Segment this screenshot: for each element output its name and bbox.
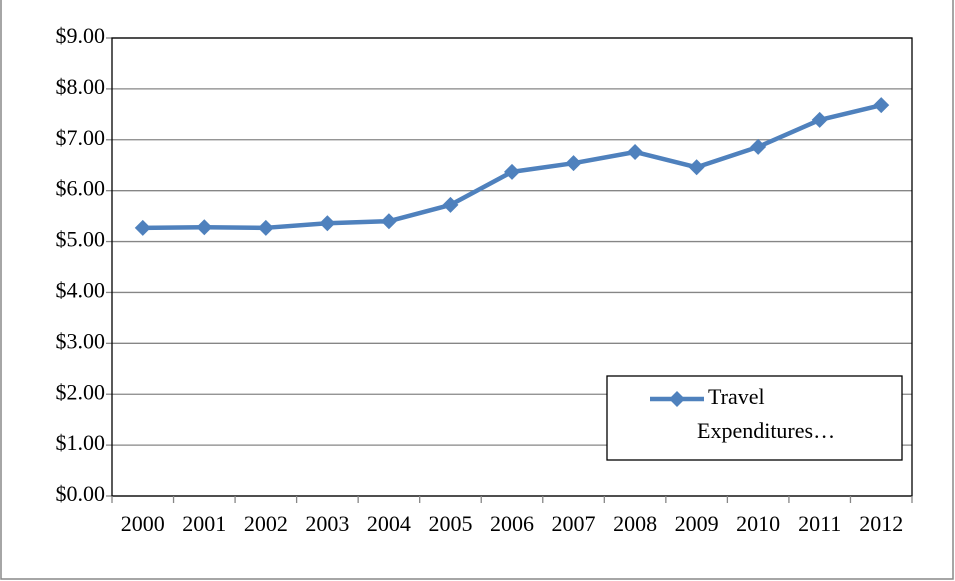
point-marker bbox=[811, 111, 828, 128]
y-tick-label: $5.00 bbox=[56, 227, 106, 252]
x-tick-label: 2002 bbox=[244, 511, 288, 536]
x-tick-label: 2008 bbox=[613, 511, 657, 536]
x-tick-label: 2004 bbox=[367, 511, 411, 536]
x-tick-label: 2005 bbox=[428, 511, 472, 536]
legend-label-line: Expenditures… bbox=[697, 418, 835, 443]
point-marker bbox=[442, 196, 459, 213]
x-tick-label: 2009 bbox=[675, 511, 719, 536]
x-tick-label: 2003 bbox=[305, 511, 349, 536]
y-tick-label: $6.00 bbox=[56, 176, 106, 201]
x-tick-label: 2006 bbox=[490, 511, 534, 536]
y-tick-label: $1.00 bbox=[56, 430, 106, 455]
y-tick-label: $8.00 bbox=[56, 74, 106, 99]
legend-label-line: Travel bbox=[708, 384, 770, 409]
x-tick-label: 2007 bbox=[552, 511, 596, 536]
x-tick-label: 2001 bbox=[182, 511, 226, 536]
y-tick-label: $2.00 bbox=[56, 379, 106, 404]
y-tick-label: $4.00 bbox=[56, 277, 106, 302]
point-marker bbox=[319, 215, 336, 232]
x-tick-label: 2010 bbox=[736, 511, 780, 536]
point-marker bbox=[380, 213, 397, 230]
y-tick-label: $3.00 bbox=[56, 328, 106, 353]
legend-marker bbox=[669, 391, 685, 407]
plot-area bbox=[111, 37, 913, 497]
point-marker bbox=[504, 163, 520, 180]
point-marker bbox=[257, 219, 274, 236]
y-tick-label: $9.00 bbox=[56, 23, 106, 48]
point-marker bbox=[688, 159, 705, 176]
point-marker bbox=[134, 219, 151, 236]
y-tick-label: $7.00 bbox=[56, 125, 106, 150]
x-tick-label: 2012 bbox=[859, 511, 903, 536]
x-tick-label: 2011 bbox=[798, 511, 841, 536]
y-tick-label: $0.00 bbox=[56, 481, 106, 506]
point-marker bbox=[565, 155, 582, 172]
legend-label: Travel Expenditures… bbox=[697, 384, 835, 443]
x-tick-label: 2000 bbox=[121, 511, 165, 536]
point-marker bbox=[750, 138, 767, 155]
point-marker bbox=[196, 219, 213, 236]
legend-box bbox=[606, 375, 903, 461]
point-marker bbox=[627, 143, 644, 160]
point-marker bbox=[873, 97, 890, 114]
